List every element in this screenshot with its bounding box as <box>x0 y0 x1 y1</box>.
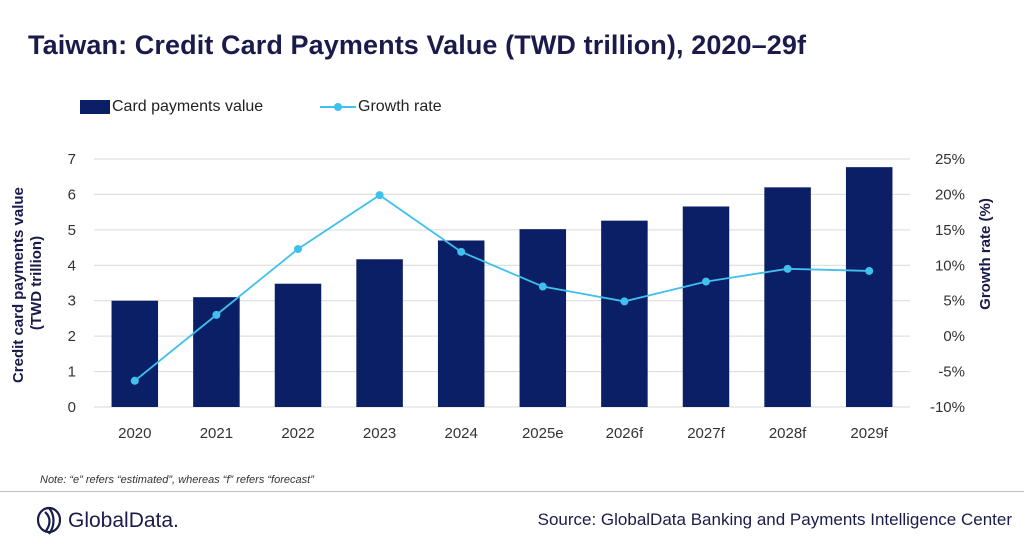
growth-point-2023 <box>375 191 384 200</box>
growth-line-series <box>130 191 874 385</box>
source-text: Source: GlobalData Banking and Payments … <box>537 510 1012 529</box>
growth-point-2027f <box>702 277 710 286</box>
y2-axis-title: Growth rate (%) <box>977 198 994 310</box>
x-tick-label: 2028f <box>769 425 807 442</box>
bar-2020 <box>111 300 159 407</box>
y2-tick-label: 20% <box>935 186 965 203</box>
growth-point-2025e <box>538 282 547 291</box>
x-tick-label: 2021 <box>200 425 233 442</box>
y2-tick-label: 15% <box>935 222 965 239</box>
y2-tick-label: 5% <box>943 293 965 310</box>
growth-point-2028f <box>783 264 792 273</box>
bar-2023 <box>356 259 403 407</box>
bar-swatch-icon <box>80 100 110 114</box>
globaldata-logo-icon <box>36 506 62 535</box>
y-tick-label: 4 <box>68 257 76 274</box>
bar-2022 <box>274 283 322 407</box>
y2-tick-label: -10% <box>930 399 965 416</box>
y-tick-label: 1 <box>68 364 76 381</box>
y-axis-title: Credit card payments value (TWD trillion… <box>10 183 45 383</box>
legend-item-growth-rate: Growth rate <box>320 98 442 116</box>
x-tick-label: 2029f <box>850 425 888 442</box>
growth-point-2020 <box>130 376 139 385</box>
legend-label-growth-rate: Growth rate <box>358 98 442 115</box>
y-tick-label: 7 <box>68 151 76 168</box>
y-tick-label: 2 <box>68 328 76 345</box>
y2-tick-label: 25% <box>935 151 965 168</box>
bar-2027f <box>682 206 730 407</box>
logo-text: GlobalData. <box>68 509 179 532</box>
y2-tick-label: 0% <box>943 328 965 345</box>
right-axis-ticks: -10% -5% 0% 5% 10% 15% 20% 25% <box>930 151 965 416</box>
x-tick-label: 2027f <box>687 425 725 442</box>
y-tick-label: 5 <box>68 222 76 239</box>
footer-divider <box>0 491 1024 492</box>
y2-tick-label: 10% <box>935 257 965 274</box>
x-tick-label: 2025e <box>522 425 564 442</box>
chart-title: Taiwan: Credit Card Payments Value (TWD … <box>28 30 807 60</box>
line-marker-icon <box>320 100 356 114</box>
y-tick-label: 0 <box>68 399 76 416</box>
y-tick-label: 6 <box>68 186 76 203</box>
y-tick-label: 3 <box>68 293 76 310</box>
legend-item-card-payments: Card payments value <box>80 98 263 116</box>
x-axis-ticks: 2020 2021 2022 2023 2024 2025e 2026f 2027f 2028f… <box>118 425 889 442</box>
globaldata-logo: GlobalData. <box>36 506 179 536</box>
growth-point-2029f <box>865 266 874 275</box>
x-tick-label: 2023 <box>363 425 396 442</box>
x-tick-label: 2026f <box>606 425 644 442</box>
footnote: Note: “e” refers “estimated”, whereas “f… <box>40 474 314 486</box>
x-tick-label: 2020 <box>118 425 151 442</box>
bar-2025e <box>519 229 567 407</box>
bar-2028f <box>764 187 811 407</box>
growth-point-2026f <box>620 297 629 306</box>
x-tick-label: 2024 <box>445 425 478 442</box>
bar-2026f <box>601 220 648 407</box>
y2-tick-label: -5% <box>938 364 965 381</box>
legend-label-card-payments: Card payments value <box>112 98 264 115</box>
left-axis-ticks: 0 1 2 3 4 5 6 7 <box>68 151 76 416</box>
x-tick-label: 2022 <box>281 425 314 442</box>
bar-2029f <box>845 167 893 407</box>
growth-point-2024 <box>457 247 466 256</box>
bar-series <box>111 167 893 407</box>
growth-point-2021 <box>212 310 221 319</box>
bar-2024 <box>437 240 485 407</box>
growth-point-2022 <box>294 244 302 253</box>
growth-line <box>134 194 870 382</box>
